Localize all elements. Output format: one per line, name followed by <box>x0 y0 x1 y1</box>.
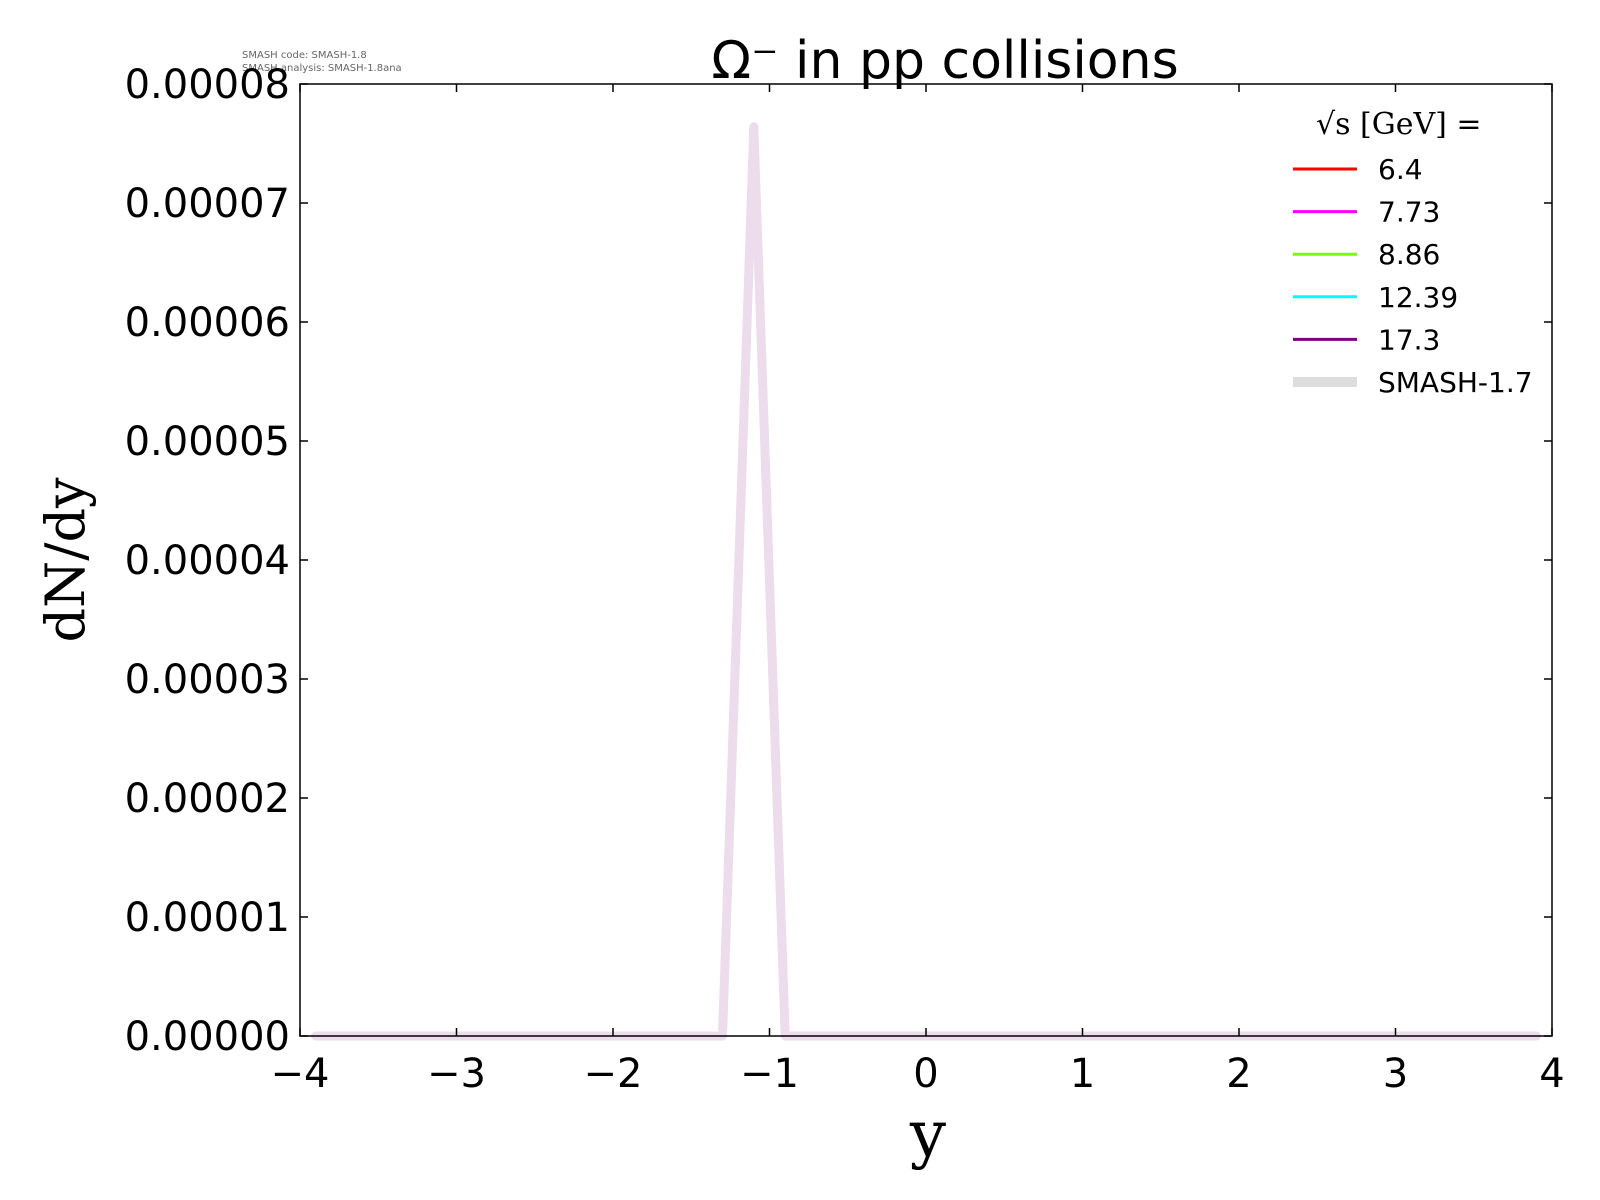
x-tick-label: 1 <box>1070 1051 1095 1097</box>
x-tick-label: 4 <box>1539 1051 1564 1097</box>
y-tick-label: 0.00007 <box>125 181 290 227</box>
series-line-0 <box>311 122 1541 1041</box>
legend-label-1: 7.73 <box>1378 196 1440 229</box>
y-tick-label: 0.00000 <box>125 1014 290 1060</box>
x-tick-label: 0 <box>913 1051 938 1097</box>
legend-label-4: 17.3 <box>1378 323 1440 356</box>
y-axis-label: dN/dy <box>34 477 97 643</box>
legend-label-3: 12.39 <box>1378 281 1458 314</box>
x-axis-ticks: −4 −3 −2 −1 0 1 2 3 4 <box>271 84 1565 1097</box>
y-tick-label: 0.00008 <box>125 62 290 108</box>
x-tick-label: 2 <box>1226 1051 1251 1097</box>
y-tick-label: 0.00002 <box>125 776 290 822</box>
y-tick-label: 0.00006 <box>125 300 290 346</box>
legend-label-2: 8.86 <box>1378 238 1440 271</box>
legend-label-5: SMASH-1.7 <box>1378 366 1533 399</box>
legend-label-0: 6.4 <box>1378 153 1423 186</box>
legend-title: √s [GeV] = <box>1316 107 1482 142</box>
x-tick-label: −4 <box>271 1051 330 1097</box>
x-axis-label: y <box>909 1098 946 1172</box>
watermark-code-line: SMASH code: SMASH-1.8 <box>242 50 367 61</box>
y-tick-label: 0.00004 <box>125 538 290 584</box>
y-axis-ticks: 0.00000 0.00001 0.00002 0.00003 0.00004 0.000… <box>125 62 1552 1060</box>
x-tick-label: −3 <box>427 1051 486 1097</box>
y-tick-label: 0.00005 <box>125 419 290 465</box>
legend: √s [GeV] = 6.4 7.73 8.86 12.39 17.3 SMASH-1.7 <box>1293 107 1533 399</box>
watermark-analysis-line: SMASH analysis: SMASH-1.8ana <box>242 63 402 74</box>
series-layer <box>311 122 1541 1041</box>
chart-title: Ω⁻ in pp collisions <box>711 31 1178 91</box>
y-tick-label: 0.00001 <box>125 895 290 941</box>
x-tick-label: −2 <box>584 1051 643 1097</box>
x-tick-label: −1 <box>740 1051 799 1097</box>
x-tick-label: 3 <box>1383 1051 1408 1097</box>
y-tick-label: 0.00003 <box>125 657 290 703</box>
plot-frame <box>299 83 1553 1037</box>
